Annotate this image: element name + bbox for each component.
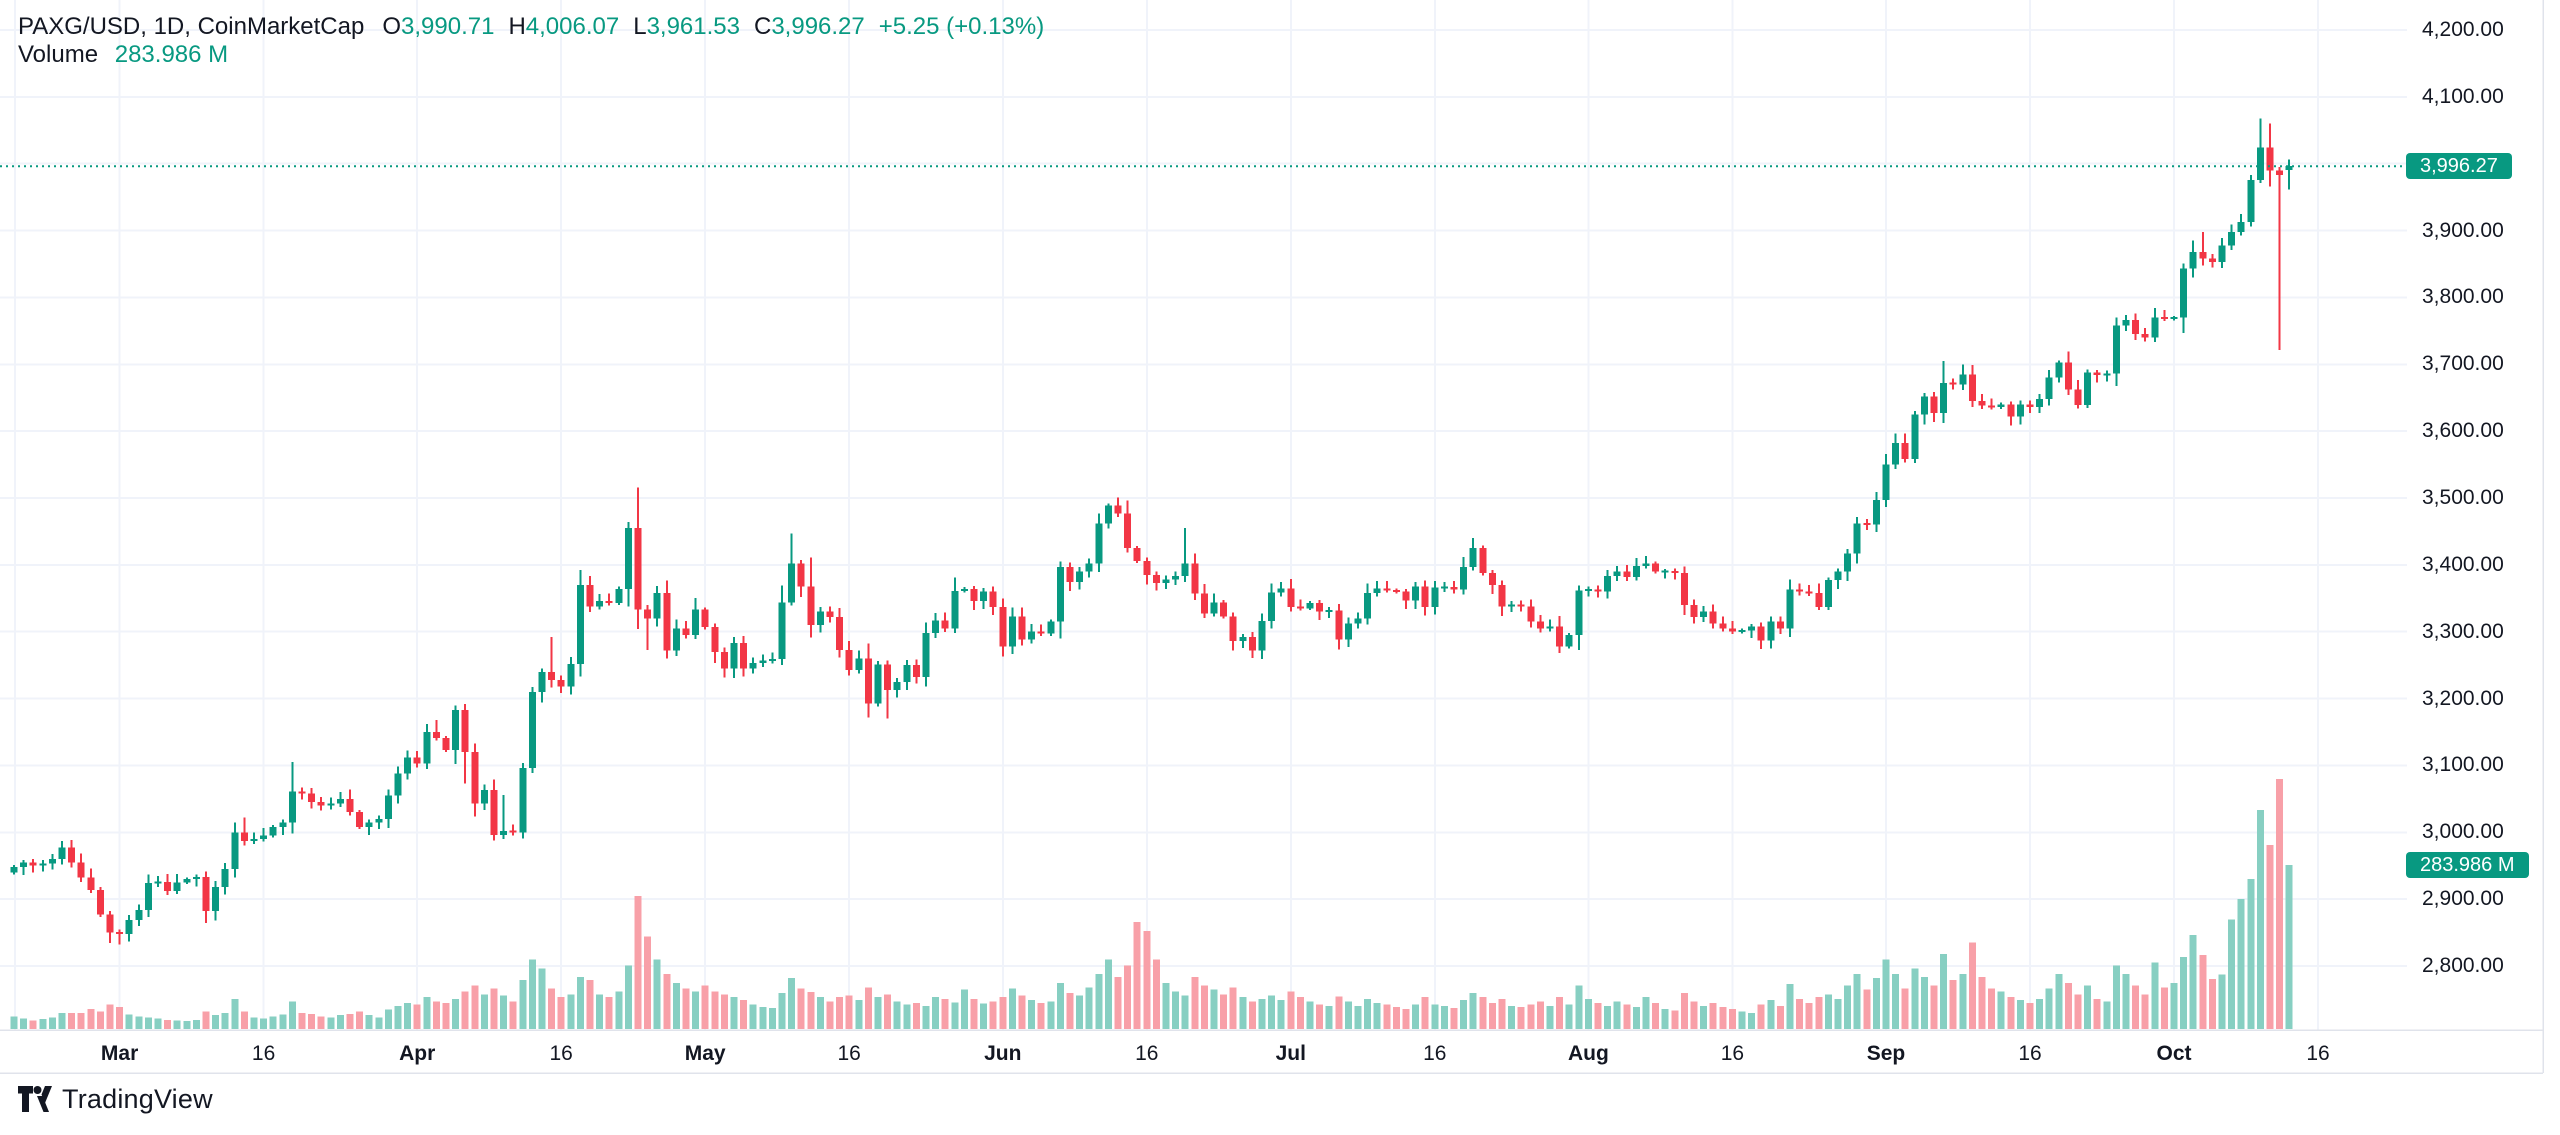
time-tick-day-label: 16 bbox=[251, 1042, 276, 1065]
symbol-title: PAXG/USD, 1D, CoinMarketCap bbox=[18, 13, 365, 40]
price-tick-label: 3,100.00 bbox=[2422, 753, 2504, 777]
time-tick-day-label: 16 bbox=[837, 1042, 861, 1065]
time-tick-month-label: Jun bbox=[984, 1042, 1022, 1065]
time-tick-month-label: May bbox=[684, 1042, 726, 1065]
tradingview-logo[interactable]: TradingView bbox=[18, 1084, 213, 1115]
open-value: 3,990.71 bbox=[401, 13, 495, 40]
price-tick-label: 3,900.00 bbox=[2422, 218, 2504, 242]
price-tick-label: 2,900.00 bbox=[2422, 887, 2504, 911]
price-tick-label: 3,600.00 bbox=[2422, 419, 2504, 443]
time-tick-month-label: Aug bbox=[1567, 1042, 1609, 1065]
price-tick-label: 3,800.00 bbox=[2422, 285, 2504, 309]
change-value: +5.25 (+0.13%) bbox=[878, 13, 1045, 40]
volume-label: Volume bbox=[18, 41, 99, 68]
volume-legend: Volume 283.986 M bbox=[18, 41, 228, 69]
open-label: O bbox=[382, 13, 402, 40]
volume-value: 283.986 M bbox=[114, 41, 229, 68]
price-tick-label: 3,000.00 bbox=[2422, 820, 2504, 844]
time-tick-day-label: 16 bbox=[1135, 1042, 1159, 1065]
time-tick-day-label: 16 bbox=[2018, 1042, 2042, 1065]
time-tick-day-label: 16 bbox=[549, 1042, 573, 1065]
price-tick-label: 4,200.00 bbox=[2422, 18, 2504, 41]
tradingview-logo-text: TradingView bbox=[62, 1084, 213, 1114]
price-tick-label: 3,500.00 bbox=[2422, 486, 2504, 509]
last-price-badge: 3,996.27 bbox=[2406, 153, 2512, 180]
price-tick-label: 3,400.00 bbox=[2422, 552, 2504, 576]
time-tick-month-label: Sep bbox=[1866, 1042, 1906, 1065]
time-tick-month-label: Mar bbox=[100, 1042, 139, 1065]
volume-badge: 283.986 M bbox=[2406, 851, 2529, 878]
ohlc-legend: PAXG/USD, 1D, CoinMarketCap O3,990.71 H4,0… bbox=[18, 13, 1044, 41]
close-value: 3,996.27 bbox=[771, 13, 865, 40]
high-value: 4,006.07 bbox=[525, 13, 620, 40]
price-tick-label: 2,800.00 bbox=[2422, 954, 2504, 977]
time-tick-month-label: Oct bbox=[2156, 1042, 2192, 1065]
low-label: L bbox=[633, 13, 647, 40]
close-label: C bbox=[753, 13, 772, 40]
price-tick-label: 3,700.00 bbox=[2422, 352, 2504, 376]
time-tick-month-label: Jul bbox=[1275, 1042, 1306, 1065]
time-tick-month-label: Apr bbox=[399, 1042, 436, 1065]
price-tick-label: 3,300.00 bbox=[2422, 619, 2504, 643]
high-label: H bbox=[508, 13, 526, 40]
low-value: 3,961.53 bbox=[646, 13, 740, 40]
time-tick-day-label: 16 bbox=[1423, 1042, 1447, 1065]
time-tick-day-label: 16 bbox=[1720, 1042, 1745, 1065]
time-tick-day-label: 16 bbox=[2306, 1042, 2330, 1065]
price-tick-label: 4,100.00 bbox=[2422, 84, 2504, 108]
tradingview-logo-icon bbox=[18, 1086, 52, 1112]
price-tick-label: 3,200.00 bbox=[2422, 686, 2504, 710]
